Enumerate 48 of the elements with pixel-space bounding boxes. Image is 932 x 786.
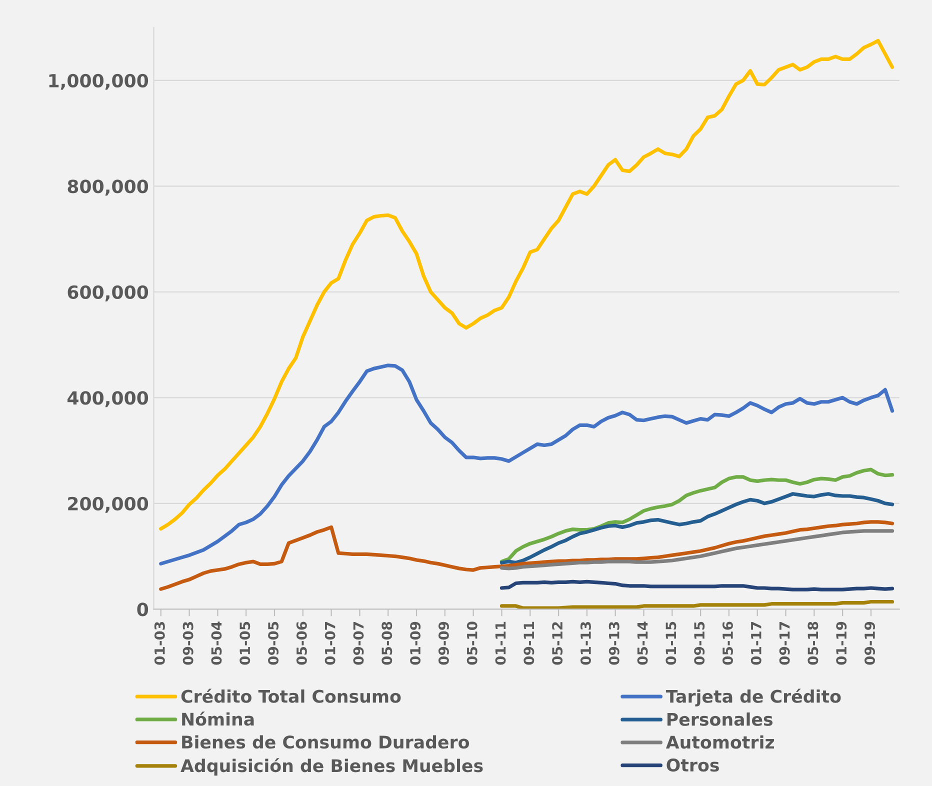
x-tick-label: 09-15	[694, 622, 705, 665]
line-series	[500, 468, 894, 564]
legend-label: Bienes de Consumo Duradero	[182, 735, 470, 749]
legend-label: Adquisición de Bienes Muebles	[180, 758, 483, 776]
line-series	[159, 364, 894, 566]
x-tick-label: 05-12	[552, 622, 563, 665]
x-tick-label: 05-14	[637, 622, 648, 665]
legend-label: Personales	[667, 712, 773, 726]
x-tick-label: 01-19	[836, 622, 847, 665]
line-series	[500, 529, 894, 570]
x-tick-label: 09-09	[438, 622, 449, 665]
line-series	[159, 520, 894, 591]
x-tick-label: 01-15	[666, 622, 676, 665]
x-tick-label: 01-07	[324, 622, 336, 665]
x-tick-label: 05-16	[722, 622, 733, 665]
x-tick-label: 01-03	[154, 622, 165, 665]
x-tick-label: 09-03	[182, 622, 194, 665]
legend-label: Crédito Total Consumo	[181, 688, 401, 703]
line-series	[500, 600, 894, 610]
x-tick-label: 05-06	[296, 622, 307, 665]
legend-label: Otros	[666, 758, 719, 772]
y-tick-label: 600,000	[68, 285, 148, 302]
x-tick-label: 01-13	[580, 622, 591, 665]
legend-label: Tarjeta de Crédito	[666, 688, 841, 706]
x-tick-label: 09-05	[268, 622, 279, 665]
x-tick-label: 01-05	[240, 622, 250, 665]
y-tick-label: 1,000,000	[49, 74, 148, 90]
x-tick-label: 09-11	[524, 622, 534, 665]
x-tick-label: 05-08	[382, 622, 392, 665]
x-tick-label: 05-04	[211, 622, 222, 665]
x-tick-label: 01-17	[750, 622, 762, 665]
x-tick-label: 01-09	[410, 622, 421, 665]
legend-label: Automotriz	[666, 735, 774, 749]
x-tick-label: 01-11	[495, 622, 506, 665]
x-tick-label: 05-18	[808, 622, 818, 665]
x-tick-label: 05-10	[466, 622, 478, 665]
x-tick-label: 09-13	[608, 622, 620, 665]
legend-label: Nómina	[182, 712, 254, 726]
line-series	[500, 492, 894, 564]
x-tick-label: 09-19	[864, 622, 876, 665]
x-tick-label: 09-17	[779, 622, 790, 665]
y-tick-label: 0	[137, 602, 148, 616]
x-tick-label: 09-07	[353, 622, 364, 665]
y-tick-label: 200,000	[68, 496, 148, 513]
y-tick-label: 400,000	[67, 391, 148, 408]
line-series	[500, 580, 894, 592]
y-tick-label: 800,000	[68, 180, 148, 196]
line-series	[159, 38, 894, 531]
